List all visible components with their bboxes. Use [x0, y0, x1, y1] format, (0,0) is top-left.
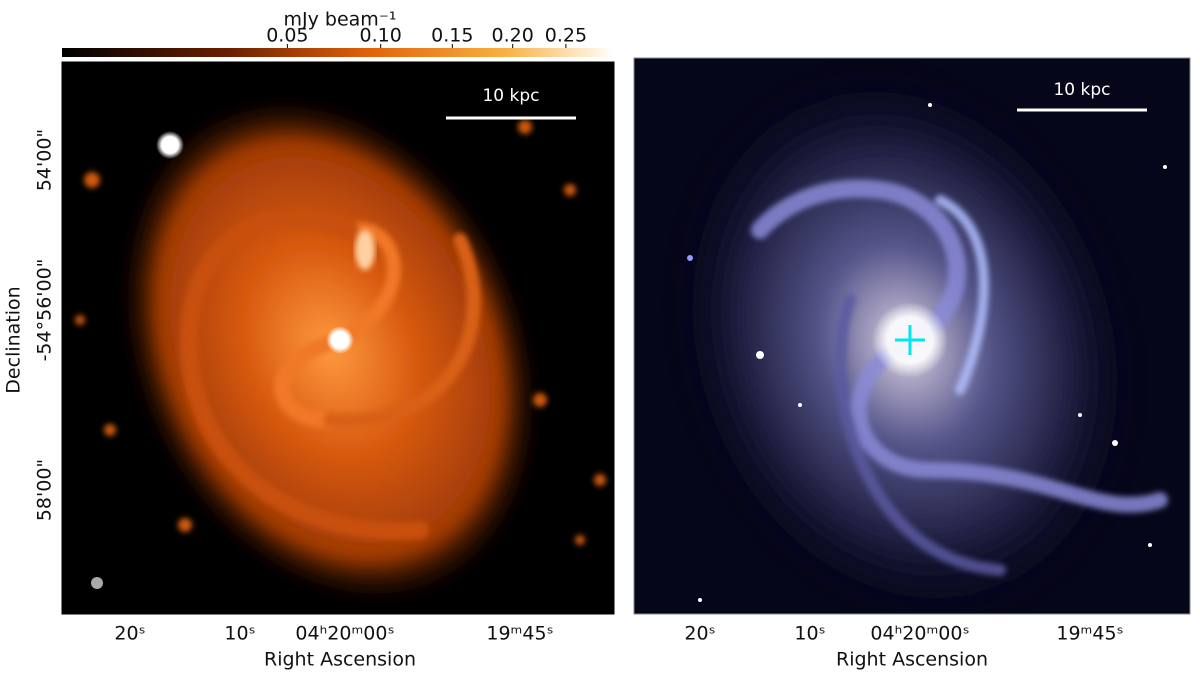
- colorbar: [62, 48, 614, 57]
- frame: [633, 57, 1191, 615]
- scale-bar-label: 10 kpc: [482, 86, 539, 106]
- colorbar-axis: 0.05 0.10 0.15 0.20 0.25: [266, 25, 587, 48]
- x-tick-label: 19ᵐ45ˢ: [1056, 623, 1123, 645]
- colorbar-tick-label: 0.10: [360, 25, 402, 47]
- colorbar-label: mJy beam⁻¹: [284, 9, 397, 31]
- x-tick-label: 20ˢ: [684, 623, 715, 645]
- optical-image: 10 kpc: [634, 58, 1190, 614]
- colorbar-tick-label: 0.20: [492, 25, 534, 47]
- frame: [61, 61, 615, 615]
- x-axis-label: Right Ascension: [836, 649, 988, 671]
- y-tick-label: 54'00": [34, 129, 56, 191]
- x-tick-label: 10ˢ: [794, 623, 825, 645]
- x-axis-label: Right Ascension: [264, 649, 416, 671]
- x-tick-label: 04ʰ20ᵐ00ˢ: [295, 623, 394, 645]
- colorbar-tick-label: 0.25: [545, 25, 587, 47]
- y-tick-label: -54°56'00": [34, 259, 56, 362]
- x-tick-label: 19ᵐ45ˢ: [486, 623, 553, 645]
- colorbar-tick-label: 0.05: [266, 25, 308, 47]
- x-tick-label: 10ˢ: [224, 623, 255, 645]
- scale-bar-label: 10 kpc: [1053, 80, 1110, 100]
- colorbar-tick-label: 0.15: [431, 25, 473, 47]
- x-tick-label: 04ʰ20ᵐ00ˢ: [870, 623, 969, 645]
- y-axis-label: Declination: [3, 286, 25, 393]
- x-tick-label: 20ˢ: [114, 623, 145, 645]
- radio-image: 10 kpc: [62, 62, 614, 614]
- y-tick-label: 58'00": [34, 459, 56, 521]
